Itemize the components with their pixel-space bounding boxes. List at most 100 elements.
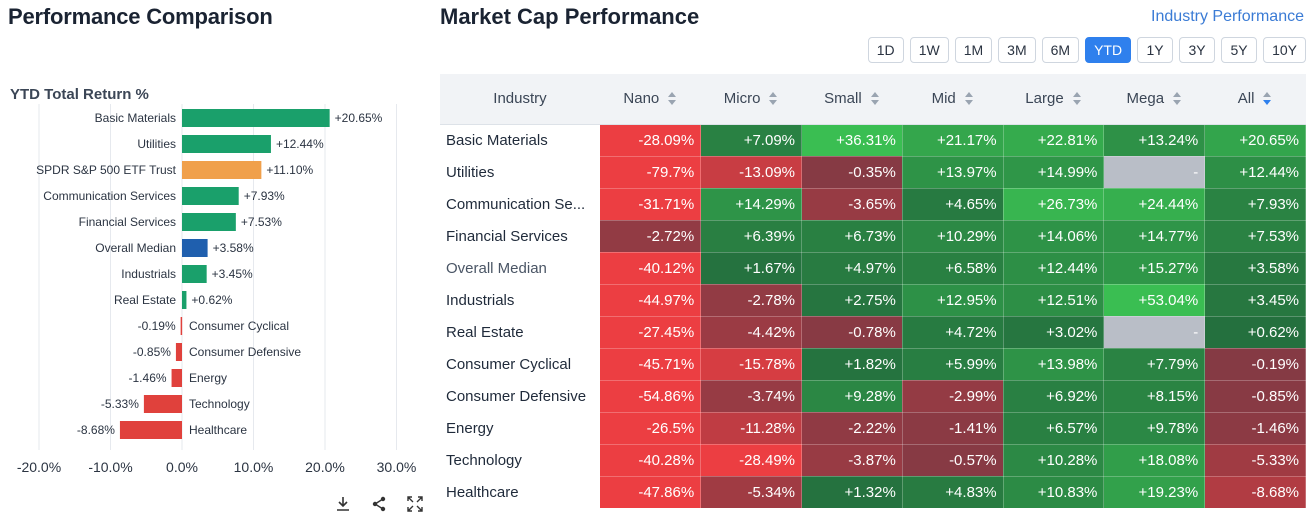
cell-mega: +19.23% (1103, 476, 1206, 509)
cell-mega: - (1103, 316, 1206, 349)
cell-mid: +4.83% (902, 476, 1004, 509)
industry-name[interactable]: Financial Services (446, 227, 568, 245)
column-header-micro[interactable]: Micro (700, 74, 802, 125)
share-icon[interactable] (370, 496, 388, 514)
table-row[interactable]: Overall Median -40.12% +1.67% +4.97% +6.58% +… (440, 252, 1306, 285)
category-label: Consumer Cyclical (189, 319, 289, 333)
column-header-industry[interactable]: Industry (440, 74, 600, 125)
category-label: SPDR S&P 500 ETF Trust (36, 163, 176, 177)
x-tick-label: -10.0% (88, 459, 132, 475)
cell-all: -1.46% (1204, 412, 1306, 445)
column-header-mid[interactable]: Mid (902, 74, 1004, 125)
table-header-row: Industry Nano Micro Small Mid Large Mega All (440, 74, 1306, 125)
cell-mid: -0.57% (902, 444, 1004, 477)
column-header-nano[interactable]: Nano (599, 74, 701, 125)
cell-mega: - (1103, 156, 1206, 189)
bar (182, 213, 236, 231)
sort-icon[interactable] (1072, 92, 1082, 106)
column-header-mega[interactable]: Mega (1103, 74, 1205, 125)
performance-comparison-panel: Performance Comparison YTD Total Return … (0, 0, 430, 514)
industry-name[interactable]: Communication Se... (446, 195, 586, 213)
column-header-label: Mega (1126, 90, 1165, 108)
cell-large: +13.98% (1003, 348, 1105, 381)
table-row[interactable]: Healthcare -47.86% -5.34% +1.32% +4.83% +10.8… (440, 476, 1306, 509)
data-label: +12.44% (276, 137, 324, 151)
industry-name[interactable]: Consumer Cyclical (446, 355, 572, 373)
category-label: Financial Services (79, 215, 176, 229)
cell-large: +14.06% (1003, 220, 1105, 253)
table-row[interactable]: Consumer Cyclical -45.71% -15.78% +1.82% +5.… (440, 348, 1306, 381)
sort-icon[interactable] (667, 92, 677, 106)
cell-micro: -3.74% (700, 380, 802, 413)
period-button-6m[interactable]: 6M (1041, 37, 1080, 63)
table-row[interactable]: Real Estate -27.45% -4.42% -0.78% +4.72% +3.0… (440, 316, 1306, 349)
download-icon[interactable] (334, 496, 352, 514)
category-label: Basic Materials (95, 111, 176, 125)
period-button-1y[interactable]: 1Y (1137, 37, 1174, 63)
period-button-3y[interactable]: 3Y (1179, 37, 1216, 63)
cell-nano: -31.71% (599, 188, 702, 221)
sort-icon[interactable] (964, 92, 974, 106)
category-label: Real Estate (114, 293, 176, 307)
data-label: -1.46% (129, 371, 167, 385)
sort-icon[interactable] (768, 92, 778, 106)
bar (182, 291, 187, 309)
category-label: Industrials (121, 267, 176, 281)
industry-name[interactable]: Healthcare (446, 483, 519, 501)
table-row[interactable]: Utilities -79.7% -13.09% -0.35% +13.97% +14.9… (440, 156, 1306, 189)
table-row[interactable]: Consumer Defensive -54.86% -3.74% +9.28% -2.… (440, 380, 1306, 413)
cell-nano: -45.71% (599, 348, 702, 381)
sort-icon[interactable] (870, 92, 880, 106)
column-header-label: Micro (723, 90, 761, 108)
cell-large: +26.73% (1003, 188, 1105, 221)
cell-small: +36.31% (801, 124, 903, 157)
period-button-1d[interactable]: 1D (867, 37, 904, 63)
table-row[interactable]: Technology -40.28% -28.49% -3.87% -0.57% +10.… (440, 444, 1306, 477)
cell-large: +12.44% (1003, 252, 1105, 285)
cell-all: +3.45% (1204, 284, 1306, 317)
industry-name[interactable]: Real Estate (446, 323, 524, 341)
period-button-10y[interactable]: 10Y (1263, 37, 1306, 63)
column-header-all[interactable]: All (1204, 74, 1306, 125)
cell-all: -0.85% (1204, 380, 1306, 413)
sort-icon[interactable] (1172, 92, 1182, 106)
cell-mid: +10.29% (902, 220, 1004, 253)
period-button-1m[interactable]: 1M (954, 37, 993, 63)
table-row[interactable]: Energy -26.5% -11.28% -2.22% -1.41% +6.57% +9.… (440, 412, 1306, 445)
industry-name[interactable]: Utilities (446, 163, 495, 181)
industry-name[interactable]: Energy (446, 419, 494, 437)
period-button-3m[interactable]: 3M (998, 37, 1036, 63)
column-header-small[interactable]: Small (801, 74, 903, 125)
column-header-large[interactable]: Large (1003, 74, 1104, 125)
industry-name[interactable]: Consumer Defensive (446, 387, 587, 405)
cell-mid: -1.41% (902, 412, 1004, 445)
sort-icon[interactable] (1262, 92, 1272, 106)
industry-name[interactable]: Technology (446, 451, 522, 469)
cell-mid: +13.97% (902, 156, 1004, 189)
table-row[interactable]: Communication Se... -31.71% +14.29% -3.65% +… (440, 188, 1306, 221)
expand-icon[interactable] (406, 496, 424, 514)
industry-name[interactable]: Basic Materials (446, 131, 548, 149)
cell-mega: +8.15% (1103, 380, 1206, 413)
industry-performance-link[interactable]: Industry Performance (1151, 8, 1304, 25)
bar (182, 187, 239, 205)
data-label: +3.45% (212, 267, 253, 281)
table-row[interactable]: Basic Materials -28.09% +7.09% +36.31% +21.1… (440, 124, 1306, 157)
period-button-ytd[interactable]: YTD (1085, 37, 1132, 63)
cell-micro: +14.29% (700, 188, 802, 221)
cell-micro: +1.67% (700, 252, 802, 285)
cell-micro: -5.34% (700, 476, 802, 509)
table-row[interactable]: Industrials -44.97% -2.78% +2.75% +12.95% +12… (440, 284, 1306, 317)
period-button-5y[interactable]: 5Y (1221, 37, 1258, 63)
industry-name[interactable]: Overall Median (446, 259, 547, 277)
industry-name[interactable]: Industrials (446, 291, 515, 309)
cell-nano: -40.12% (599, 252, 702, 285)
cell-all: +7.53% (1204, 220, 1306, 253)
cell-large: +10.28% (1003, 444, 1105, 477)
bar (175, 343, 182, 361)
cell-nano: -47.86% (599, 476, 702, 509)
period-button-1w[interactable]: 1W (909, 37, 949, 63)
table-row[interactable]: Financial Services -2.72% +6.39% +6.73% +10.… (440, 220, 1306, 253)
cell-nano: -44.97% (599, 284, 702, 317)
